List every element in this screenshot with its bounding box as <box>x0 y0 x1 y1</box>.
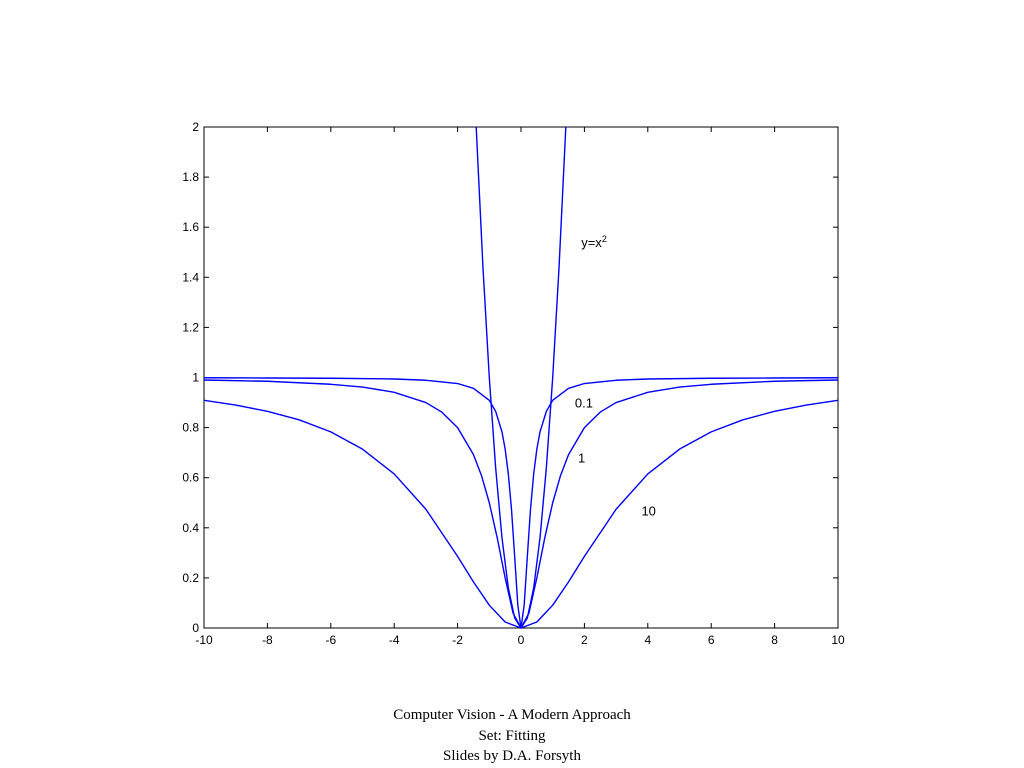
footer-course-title: Computer Vision - A Modern Approach <box>393 707 631 723</box>
series-label-3: 10 <box>641 503 655 518</box>
y-tick-label-9: 1.8 <box>182 170 199 184</box>
x-tick-label-9: 8 <box>771 633 778 647</box>
x-tick-label-10: 10 <box>831 633 845 647</box>
series-label-2: 1 <box>578 451 585 466</box>
y-tick-label-0: 0 <box>192 621 199 635</box>
series-line-0 <box>475 126 567 629</box>
y-tick-label-2: 0.4 <box>182 521 199 535</box>
series-label-0: y=x2 <box>581 234 607 250</box>
y-tick-label-6: 1.2 <box>182 320 199 334</box>
series-line-3 <box>203 399 839 629</box>
series-label-1: 0.1 <box>575 396 593 411</box>
annotations: y=x2 0.1 1 10 <box>575 234 656 518</box>
x-tick-label-3: -4 <box>389 633 400 647</box>
axes: -10 -8 -6 -4 -2 0 2 4 6 8 10 0 0.2 0.4 0.6 0.8 1 1.2 1.4 1.… <box>182 120 845 647</box>
y-tick-label-3: 0.6 <box>182 471 199 485</box>
y-tick-label-7: 1.4 <box>182 270 199 284</box>
series-line-1 <box>203 377 839 629</box>
y-tick-label-10: 2 <box>192 120 199 134</box>
x-tick-label-1: -8 <box>262 633 273 647</box>
footer-credit: Slides by D.A. Forsyth <box>443 748 581 764</box>
x-tick-label-6: 2 <box>581 633 588 647</box>
x-tick-label-0: -10 <box>195 633 213 647</box>
x-tick-label-8: 6 <box>708 633 715 647</box>
series-line-2 <box>203 379 839 629</box>
footer-set-title: Set: Fitting <box>478 727 546 744</box>
x-tick-label-5: 0 <box>518 633 525 647</box>
x-tick-label-2: -6 <box>325 633 336 647</box>
slide-footer: Computer Vision - A Modern Approach Set:… <box>0 705 1024 767</box>
series-layer <box>203 126 839 629</box>
x-tick-label-4: -2 <box>452 633 463 647</box>
y-tick-label-5: 1 <box>192 371 199 385</box>
y-tick-label-8: 1.6 <box>182 220 199 234</box>
y-tick-label-1: 0.2 <box>182 571 199 585</box>
y-tick-label-4: 0.8 <box>182 421 199 435</box>
x-tick-label-7: 4 <box>644 633 651 647</box>
